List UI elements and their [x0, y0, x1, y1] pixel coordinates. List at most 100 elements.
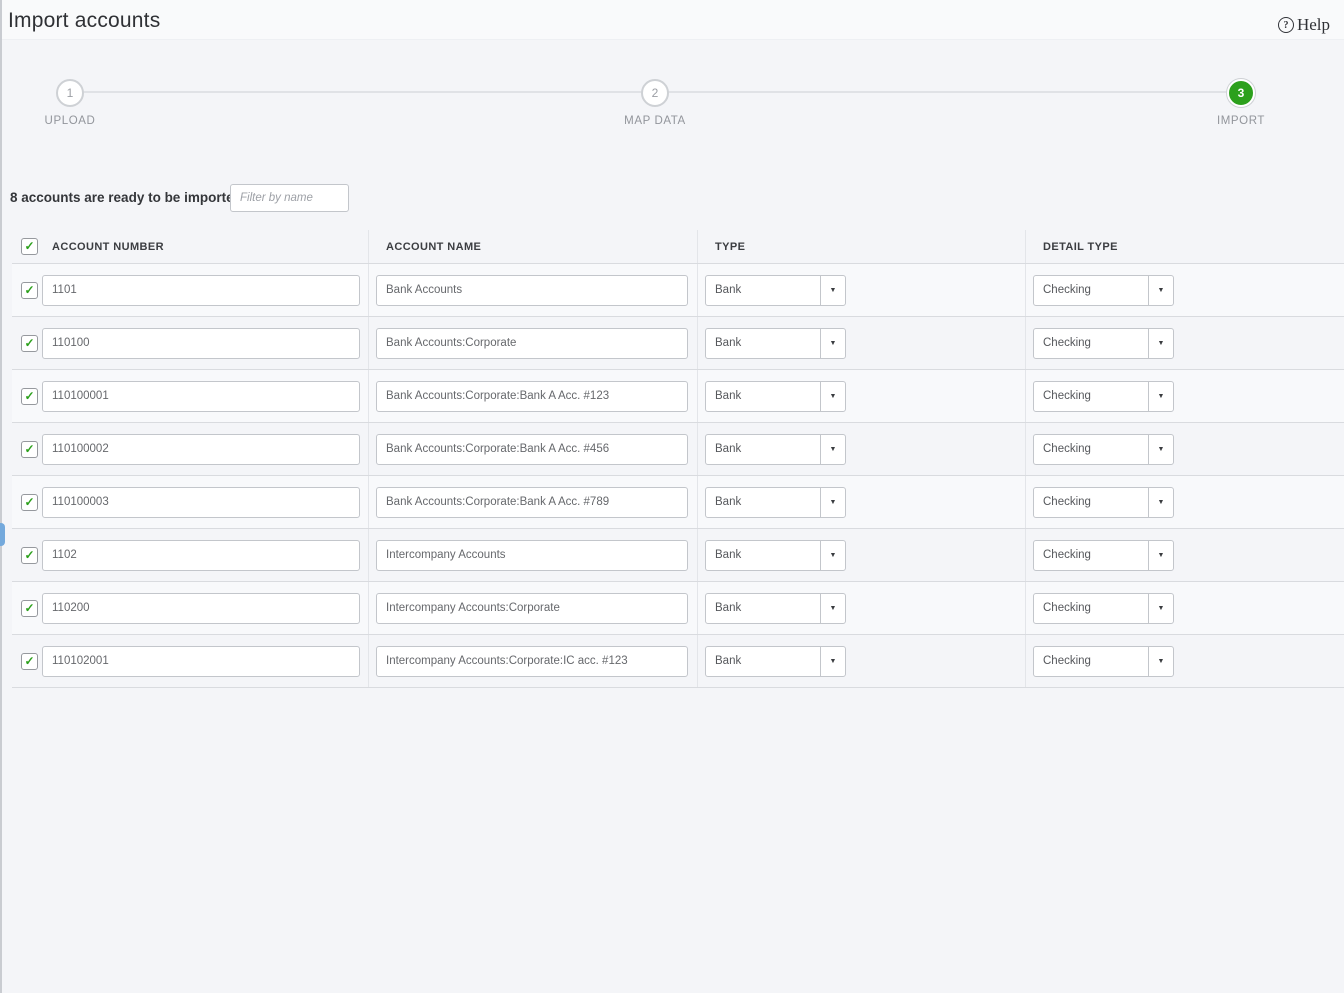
row-account-number-cell [40, 423, 368, 475]
row-select-cell: ✓ [12, 370, 40, 422]
select-all-checkbox[interactable]: ✓ [21, 238, 38, 255]
row-account-name-input[interactable] [376, 592, 688, 624]
chevron-down-icon[interactable]: ▼ [820, 275, 845, 305]
row-checkbox[interactable]: ✓ [21, 281, 38, 299]
row-account-number-cell [40, 370, 368, 422]
row-type-value: Bank [715, 602, 742, 614]
row-account-name-input[interactable] [376, 327, 688, 359]
row-checkbox[interactable]: ✓ [21, 599, 38, 617]
chevron-down-icon[interactable]: ▼ [1148, 487, 1173, 517]
chevron-down-icon[interactable]: ▼ [820, 381, 845, 411]
chevron-down-icon[interactable]: ▼ [820, 646, 845, 676]
column-header-account-number: ACCOUNT NUMBER [52, 240, 164, 253]
chevron-down-icon[interactable]: ▼ [1148, 434, 1173, 464]
row-type-cell: Bank ▼ [697, 264, 1025, 316]
row-detail-type-dropdown[interactable]: Checking ▼ [1033, 380, 1174, 412]
row-type-cell: Bank ▼ [697, 370, 1025, 422]
step-circle-map-data: 2 [641, 79, 669, 107]
row-type-dropdown[interactable]: Bank ▼ [705, 645, 846, 677]
row-select-cell: ✓ [12, 529, 40, 581]
row-type-dropdown[interactable]: Bank ▼ [705, 327, 846, 359]
row-detail-type-cell: Checking ▼ [1025, 317, 1344, 369]
row-account-name-cell [368, 423, 697, 475]
row-account-name-input[interactable] [376, 486, 688, 518]
row-account-name-input[interactable] [376, 274, 688, 306]
row-checkbox[interactable]: ✓ [21, 334, 38, 352]
row-type-value: Bank [715, 337, 742, 349]
column-header-type: TYPE [697, 230, 1025, 263]
chevron-down-icon[interactable]: ▼ [820, 434, 845, 464]
row-checkbox[interactable]: ✓ [21, 546, 38, 564]
row-account-name-input[interactable] [376, 380, 688, 412]
row-type-dropdown[interactable]: Bank ▼ [705, 433, 846, 465]
row-detail-type-dropdown[interactable]: Checking ▼ [1033, 274, 1174, 306]
row-account-number-input[interactable] [42, 380, 360, 412]
row-account-number-input[interactable] [42, 433, 360, 465]
row-type-cell: Bank ▼ [697, 582, 1025, 634]
table-body: ✓ Bank ▼ Checking ▼ [12, 264, 1344, 688]
row-checkbox[interactable]: ✓ [21, 440, 38, 458]
chevron-down-icon[interactable]: ▼ [820, 540, 845, 570]
filter-by-name-input[interactable] [230, 184, 349, 212]
row-type-dropdown[interactable]: Bank ▼ [705, 539, 846, 571]
scroll-indicator-artifact [0, 523, 5, 546]
row-account-name-input[interactable] [376, 539, 688, 571]
row-type-value: Bank [715, 655, 742, 667]
row-type-value: Bank [715, 443, 742, 455]
row-type-dropdown[interactable]: Bank ▼ [705, 274, 846, 306]
row-detail-type-value: Checking [1043, 549, 1091, 561]
row-select-cell: ✓ [12, 317, 40, 369]
chevron-down-icon[interactable]: ▼ [1148, 275, 1173, 305]
accounts-table: ✓ ACCOUNT NUMBER ACCOUNT NAME TYPE DETAI… [12, 230, 1344, 688]
row-account-number-input[interactable] [42, 274, 360, 306]
row-account-name-cell [368, 476, 697, 528]
row-select-cell: ✓ [12, 423, 40, 475]
row-detail-type-value: Checking [1043, 337, 1091, 349]
table-row: ✓ Bank ▼ Checking ▼ [12, 529, 1344, 582]
chevron-down-icon[interactable]: ▼ [1148, 540, 1173, 570]
row-account-name-input[interactable] [376, 433, 688, 465]
row-account-name-cell [368, 635, 697, 687]
row-account-name-input[interactable] [376, 645, 688, 677]
help-button[interactable]: ? Help [1277, 15, 1330, 35]
row-detail-type-cell: Checking ▼ [1025, 635, 1344, 687]
row-detail-type-dropdown[interactable]: Checking ▼ [1033, 433, 1174, 465]
top-bar [2, 0, 1344, 40]
row-account-number-input[interactable] [42, 486, 360, 518]
row-detail-type-dropdown[interactable]: Checking ▼ [1033, 486, 1174, 518]
chevron-down-icon[interactable]: ▼ [1148, 593, 1173, 623]
chevron-down-icon[interactable]: ▼ [820, 593, 845, 623]
row-detail-type-value: Checking [1043, 284, 1091, 296]
row-account-number-input[interactable] [42, 539, 360, 571]
chevron-down-icon[interactable]: ▼ [1148, 646, 1173, 676]
row-account-name-cell [368, 317, 697, 369]
import-summary-text: 8 accounts are ready to be imported [10, 190, 242, 205]
row-account-number-input[interactable] [42, 327, 360, 359]
row-checkbox[interactable]: ✓ [21, 387, 38, 405]
row-account-name-cell [368, 529, 697, 581]
row-detail-type-dropdown[interactable]: Checking ▼ [1033, 592, 1174, 624]
row-type-dropdown[interactable]: Bank ▼ [705, 486, 846, 518]
row-detail-type-value: Checking [1043, 496, 1091, 508]
row-detail-type-dropdown[interactable]: Checking ▼ [1033, 645, 1174, 677]
step-label-map-data: MAP DATA [624, 115, 686, 127]
row-type-dropdown[interactable]: Bank ▼ [705, 380, 846, 412]
row-account-number-input[interactable] [42, 592, 360, 624]
row-select-cell: ✓ [12, 476, 40, 528]
table-row: ✓ Bank ▼ Checking ▼ [12, 264, 1344, 317]
row-checkbox[interactable]: ✓ [21, 652, 38, 670]
table-row: ✓ Bank ▼ Checking ▼ [12, 582, 1344, 635]
row-type-dropdown[interactable]: Bank ▼ [705, 592, 846, 624]
row-account-number-input[interactable] [42, 645, 360, 677]
chevron-down-icon[interactable]: ▼ [1148, 381, 1173, 411]
row-type-cell: Bank ▼ [697, 529, 1025, 581]
chevron-down-icon[interactable]: ▼ [820, 487, 845, 517]
row-checkbox[interactable]: ✓ [21, 493, 38, 511]
step-number: 3 [1237, 86, 1245, 100]
row-detail-type-dropdown[interactable]: Checking ▼ [1033, 539, 1174, 571]
row-account-number-cell [40, 476, 368, 528]
row-detail-type-dropdown[interactable]: Checking ▼ [1033, 327, 1174, 359]
chevron-down-icon[interactable]: ▼ [820, 328, 845, 358]
chevron-down-icon[interactable]: ▼ [1148, 328, 1173, 358]
